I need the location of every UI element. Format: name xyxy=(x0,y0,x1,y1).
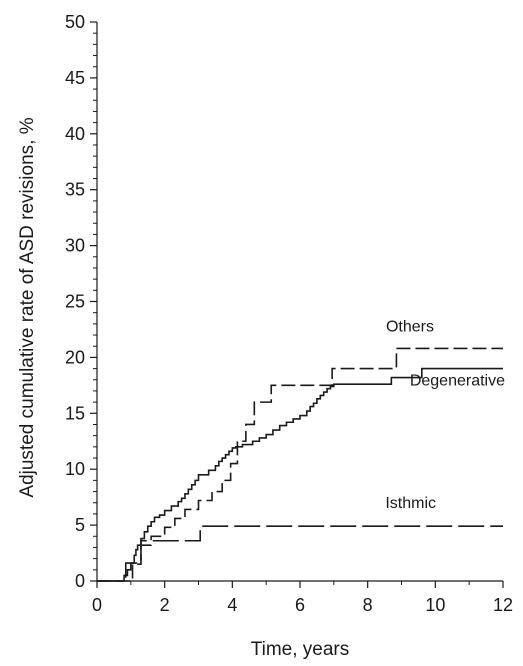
y-tick-label: 35 xyxy=(65,180,85,200)
series-label-others: Others xyxy=(386,318,434,335)
x-tick-label: 12 xyxy=(493,595,513,615)
axes: 0 5 10 15 20 25 30 35 40 45 50 0 2 4 6 8 10 12 xyxy=(65,12,513,615)
x-tick-label: 8 xyxy=(363,595,373,615)
y-tick-label: 0 xyxy=(75,571,85,591)
series-lines xyxy=(97,347,503,582)
y-tick-label: 25 xyxy=(65,292,85,312)
y-tick-label: 10 xyxy=(65,459,85,479)
y-tick-label: 45 xyxy=(65,68,85,88)
y-tick-label: 40 xyxy=(65,124,85,144)
series-line-isthmic xyxy=(97,525,503,582)
x-tick-label: 2 xyxy=(160,595,170,615)
x-axis-label: Time, years xyxy=(251,639,350,660)
y-tick-label: 30 xyxy=(65,236,85,256)
series-label-degenerative: Degenerative xyxy=(410,373,505,390)
y-tick-label: 5 xyxy=(75,515,85,535)
x-tick-label: 4 xyxy=(227,595,237,615)
series-line-degenerative xyxy=(97,367,503,582)
y-axis-label: Adjusted cumulative rate of ASD revision… xyxy=(17,117,38,497)
x-tick-label: 10 xyxy=(425,595,445,615)
y-tick-label: 15 xyxy=(65,403,85,423)
y-tick-label: 50 xyxy=(65,12,85,32)
series-label-isthmic: Isthmic xyxy=(385,495,436,512)
series-line-others xyxy=(97,347,503,582)
x-tick-label: 0 xyxy=(92,595,102,615)
series-labels: Degenerative Others Isthmic xyxy=(385,318,505,512)
x-tick-label: 6 xyxy=(295,595,305,615)
y-tick-label: 20 xyxy=(65,347,85,367)
